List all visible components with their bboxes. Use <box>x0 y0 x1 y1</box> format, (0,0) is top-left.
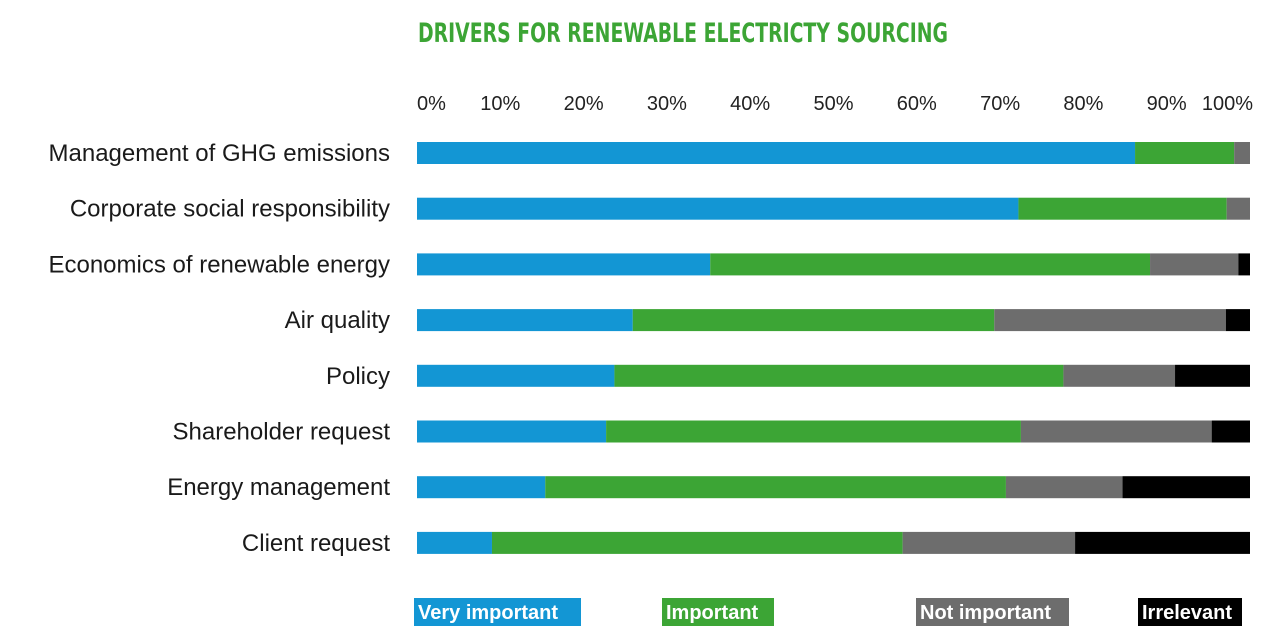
bar-segment <box>606 420 1021 443</box>
legend-label: Important <box>666 602 759 624</box>
legend-swatch <box>414 598 581 626</box>
category-label: Air quality <box>285 307 390 334</box>
legend: Very important Important Not important Irre… <box>414 598 1242 626</box>
x-tick-label: 60% <box>897 93 937 115</box>
bar-segment <box>1175 364 1250 387</box>
bar-segment <box>1018 197 1227 220</box>
bar-segment <box>417 420 607 443</box>
x-tick-label: 10% <box>480 93 520 115</box>
bar-segment <box>1211 420 1250 443</box>
bar-segment <box>1150 253 1239 276</box>
bar-segment <box>1135 142 1235 164</box>
x-tick-label: 40% <box>730 93 770 115</box>
bar-segment <box>1225 309 1250 332</box>
bar-segment <box>491 531 903 554</box>
bar-segment <box>1020 420 1212 443</box>
x-tick-label: 70% <box>980 93 1020 115</box>
bar-segment <box>417 309 633 332</box>
x-tick-label: 0% <box>417 93 446 115</box>
bars <box>417 142 1250 554</box>
category-label: Policy <box>326 363 390 390</box>
bar-segment <box>632 309 995 332</box>
x-tick-label: 50% <box>813 93 853 115</box>
bar-segment <box>545 476 1006 499</box>
x-tick-label: 30% <box>647 93 687 115</box>
bar-segment <box>1234 142 1250 164</box>
legend-label: Not important <box>920 602 1051 624</box>
bar-segment <box>1238 253 1250 276</box>
bar-segment <box>417 531 492 554</box>
bar-segment <box>1075 531 1250 554</box>
bar-segment <box>1122 476 1250 499</box>
category-label: Corporate social responsibility <box>70 196 390 223</box>
legend-swatch <box>916 598 1069 626</box>
category-label: Management of GHG emissions <box>49 140 390 167</box>
legend-swatch <box>662 598 774 626</box>
chart-title: DRIVERS FOR RENEWABLE ELECTRICTY SOURCIN… <box>418 18 948 49</box>
bar-segment <box>417 142 1136 164</box>
bar-segment <box>902 531 1076 554</box>
bar-segment <box>417 476 546 499</box>
legend-label: Irrelevant <box>1142 602 1232 624</box>
x-tick-label: 90% <box>1147 93 1187 115</box>
x-axis-ticks: 0% 10% 20% 30% 40% 50% 60% 70% 80% 90% 100% <box>417 93 1253 115</box>
x-tick-label: 80% <box>1063 93 1103 115</box>
category-label: Client request <box>242 530 390 557</box>
bar-segment <box>994 309 1226 332</box>
category-labels: Management of GHG emissions Corporate soc… <box>48 140 390 557</box>
bar-segment <box>417 197 1019 220</box>
x-tick-label: 20% <box>564 93 604 115</box>
bar-segment <box>417 364 615 387</box>
bar-segment <box>614 364 1064 387</box>
x-tick-label: 100% <box>1202 93 1253 115</box>
legend-label: Very important <box>418 602 558 624</box>
legend-swatch <box>1138 598 1242 626</box>
bar-segment <box>1226 197 1250 220</box>
category-label: Energy management <box>167 474 390 501</box>
bar-segment <box>1063 364 1176 387</box>
category-label: Shareholder request <box>173 419 391 446</box>
bar-segment <box>417 253 711 276</box>
bar-segment <box>1005 476 1123 499</box>
category-label: Economics of renewable energy <box>48 251 390 278</box>
bar-segment <box>710 253 1151 276</box>
